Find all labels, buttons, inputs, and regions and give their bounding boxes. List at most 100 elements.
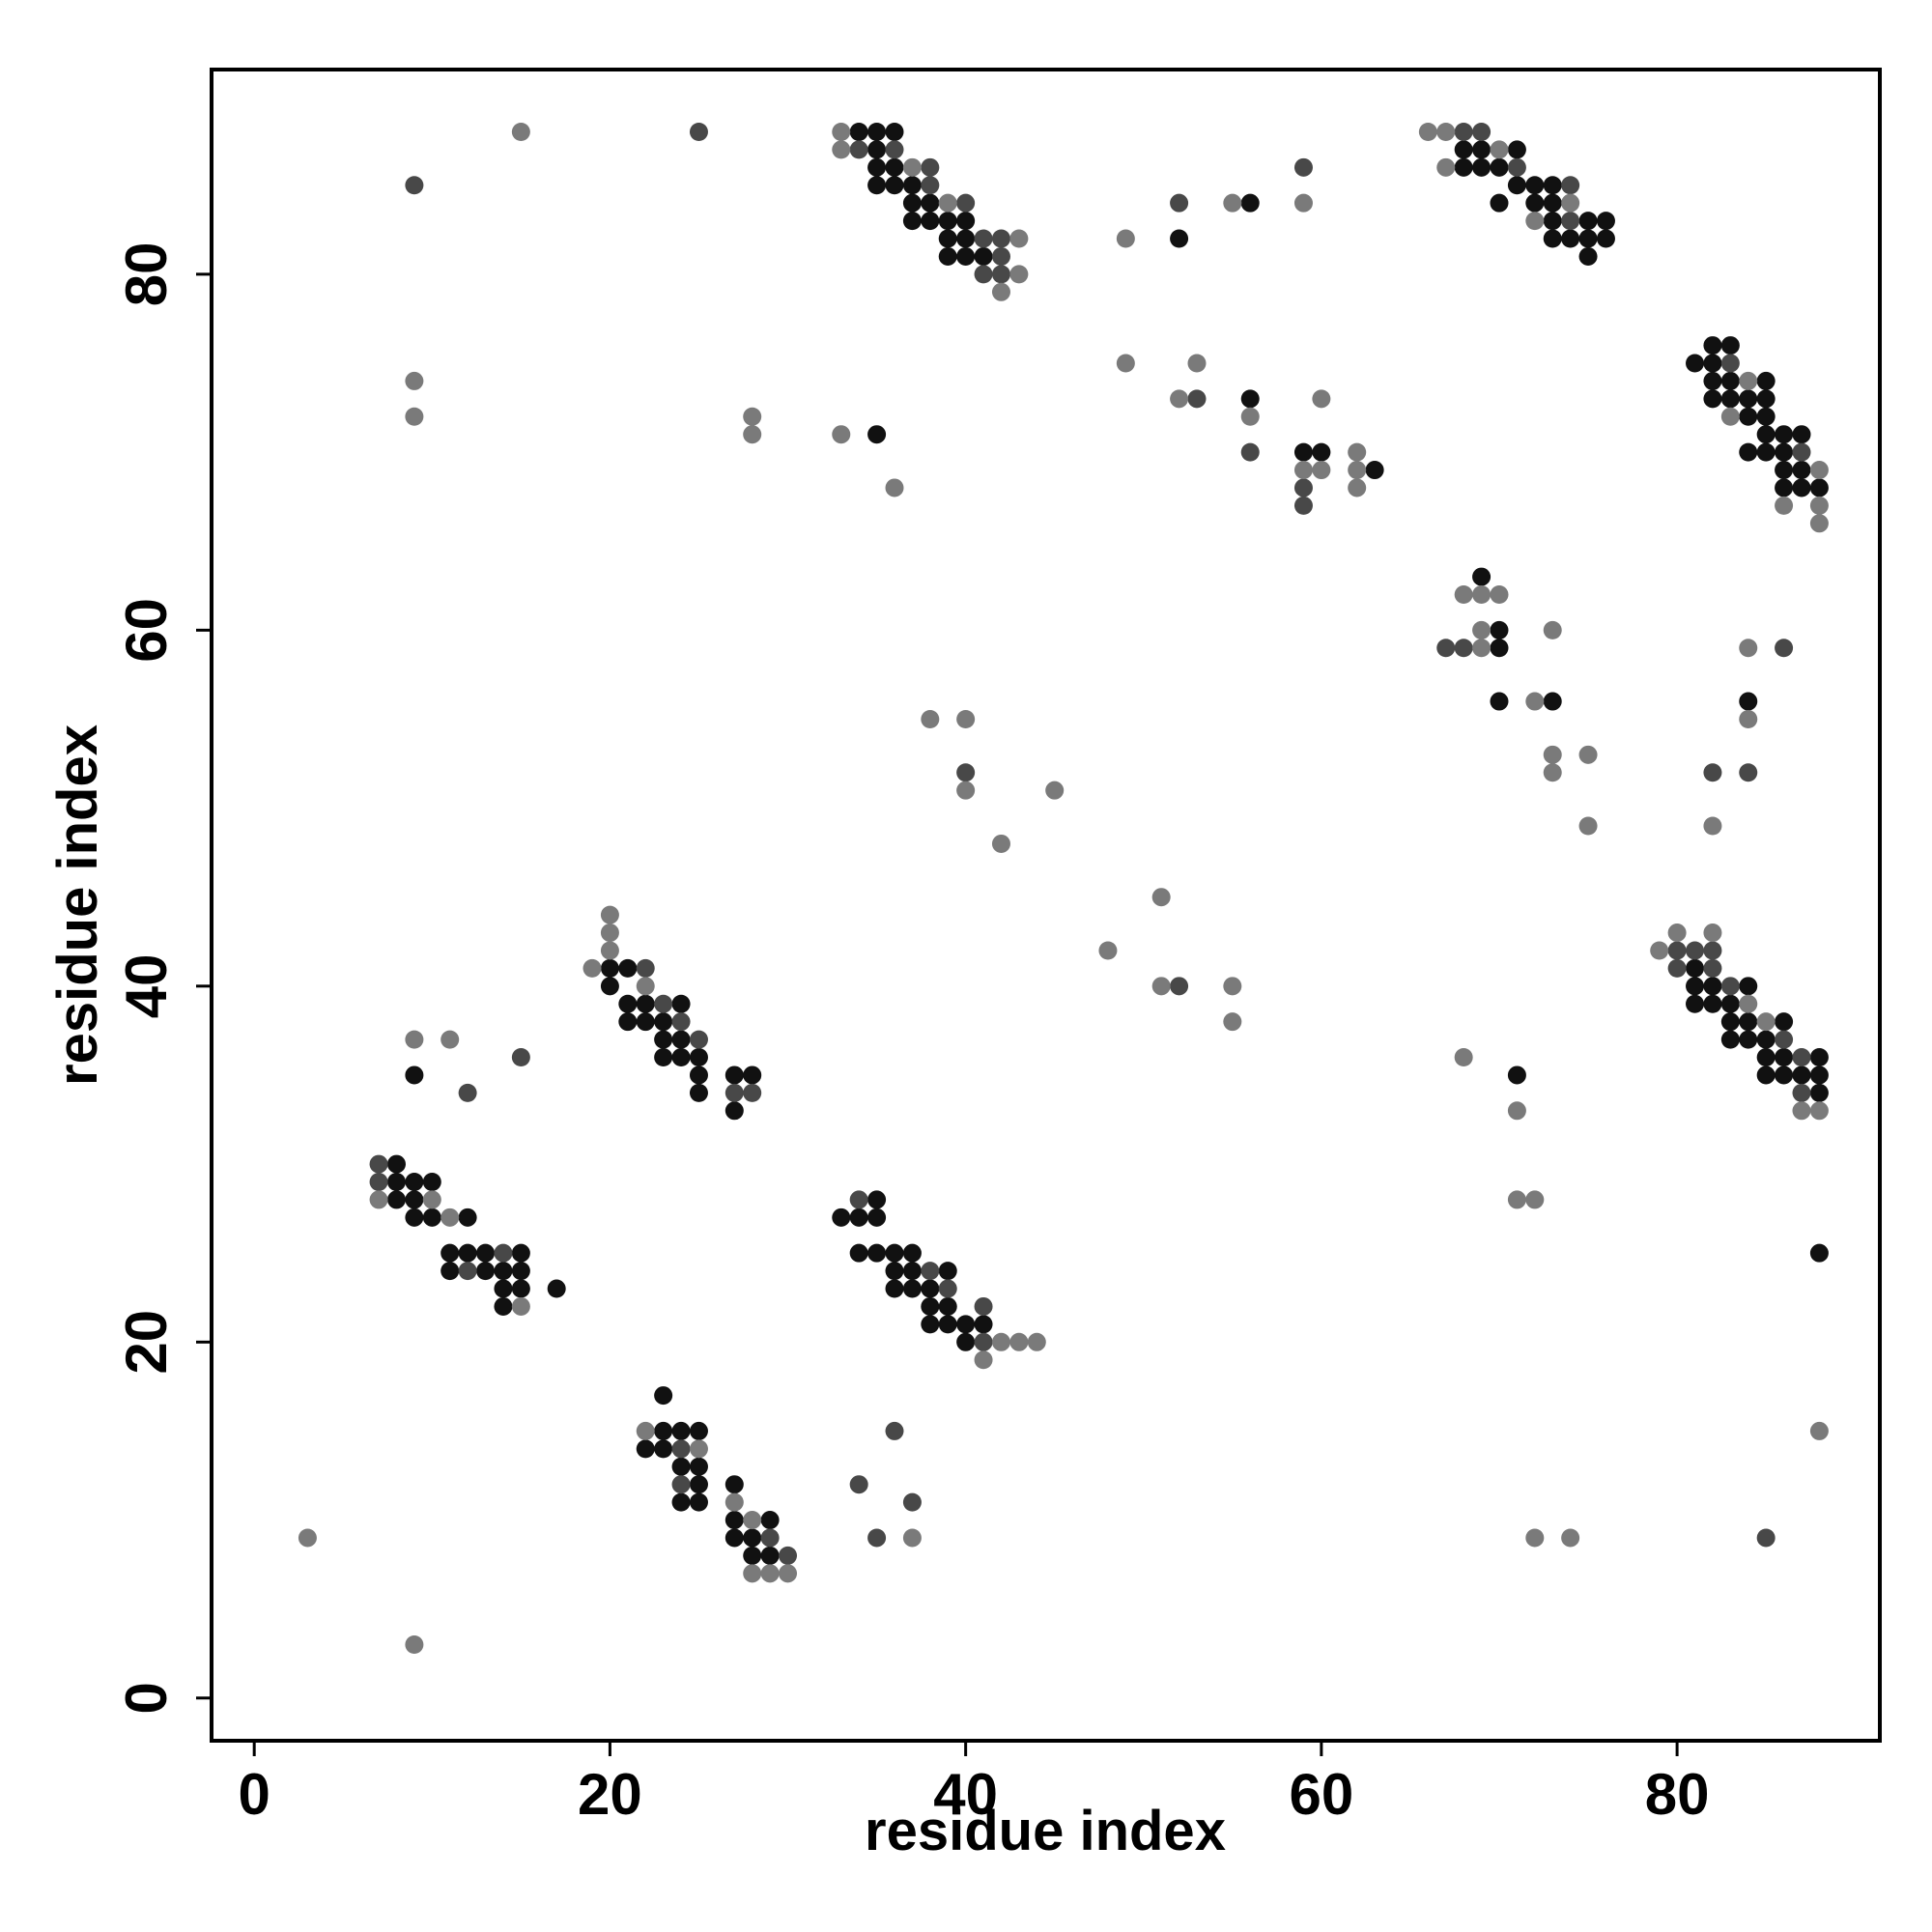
point (1756, 1030, 1776, 1049)
point (1543, 176, 1562, 195)
point (1472, 157, 1492, 177)
point (832, 122, 851, 141)
point (386, 1172, 406, 1191)
point (1365, 461, 1384, 480)
point (921, 1262, 940, 1281)
point (921, 1279, 940, 1298)
point (724, 1511, 744, 1530)
point (1436, 639, 1456, 658)
point (1720, 336, 1740, 355)
point (1792, 1048, 1811, 1067)
point (885, 1421, 904, 1440)
point (1472, 140, 1492, 159)
point (1775, 639, 1794, 658)
point (1686, 977, 1705, 996)
point (671, 994, 691, 1013)
point (422, 1208, 441, 1227)
point (885, 122, 904, 141)
point (689, 1475, 708, 1494)
point (921, 1315, 940, 1334)
point (511, 1262, 530, 1281)
point (849, 1190, 868, 1209)
point (494, 1279, 513, 1298)
point (1312, 389, 1331, 409)
point (1507, 176, 1526, 195)
point (1809, 496, 1829, 515)
point (832, 140, 851, 159)
point (1009, 1332, 1029, 1351)
point (991, 246, 1010, 266)
point (405, 1172, 424, 1191)
point (1418, 122, 1437, 141)
point (1775, 461, 1794, 480)
point (1578, 246, 1598, 266)
point (369, 1172, 388, 1191)
y-axis-title: residue index (46, 724, 109, 1086)
point (1490, 620, 1509, 639)
point (654, 1048, 673, 1067)
point (743, 425, 762, 444)
point (938, 1315, 957, 1334)
point (1507, 1101, 1526, 1121)
point (600, 905, 619, 924)
point (1739, 1012, 1758, 1032)
point (476, 1262, 496, 1281)
point (386, 1154, 406, 1174)
point (440, 1262, 460, 1281)
point (1720, 1012, 1740, 1032)
point (1739, 977, 1758, 996)
point (849, 1243, 868, 1263)
point (1454, 639, 1473, 658)
point (991, 265, 1010, 284)
point (991, 282, 1010, 301)
point (1703, 923, 1722, 943)
point (1686, 354, 1705, 373)
point (1739, 1030, 1758, 1049)
point (867, 176, 887, 195)
point (1703, 816, 1722, 836)
point (1809, 1048, 1829, 1067)
point (1507, 140, 1526, 159)
y-tick-label: 60 (114, 598, 179, 663)
point (1703, 958, 1722, 978)
point (1223, 977, 1242, 996)
point (600, 923, 619, 943)
point (956, 709, 976, 728)
point (1703, 941, 1722, 960)
point (636, 1439, 655, 1459)
point (991, 1332, 1010, 1351)
y-tick-label: 0 (114, 1682, 179, 1714)
point (1561, 1528, 1580, 1548)
point (743, 1065, 762, 1085)
point (689, 1048, 708, 1067)
point (1809, 514, 1829, 533)
point (1009, 229, 1029, 248)
point (1756, 407, 1776, 426)
point (956, 781, 976, 800)
point (724, 1065, 744, 1085)
point (1720, 407, 1740, 426)
point (689, 122, 708, 141)
point (440, 1243, 460, 1263)
point (618, 958, 638, 978)
point (938, 212, 957, 231)
point (743, 1511, 762, 1530)
point (1151, 977, 1171, 996)
point (867, 122, 887, 141)
point (956, 193, 976, 213)
point (938, 1296, 957, 1316)
point (1561, 212, 1580, 231)
point (547, 1279, 566, 1298)
point (902, 193, 922, 213)
point (689, 1030, 708, 1049)
point (1490, 639, 1509, 658)
point (1792, 1065, 1811, 1085)
point (1507, 1190, 1526, 1209)
point (600, 958, 619, 978)
point (636, 977, 655, 996)
point (902, 1243, 922, 1263)
point (1187, 389, 1207, 409)
point (885, 478, 904, 497)
point (654, 1421, 673, 1440)
